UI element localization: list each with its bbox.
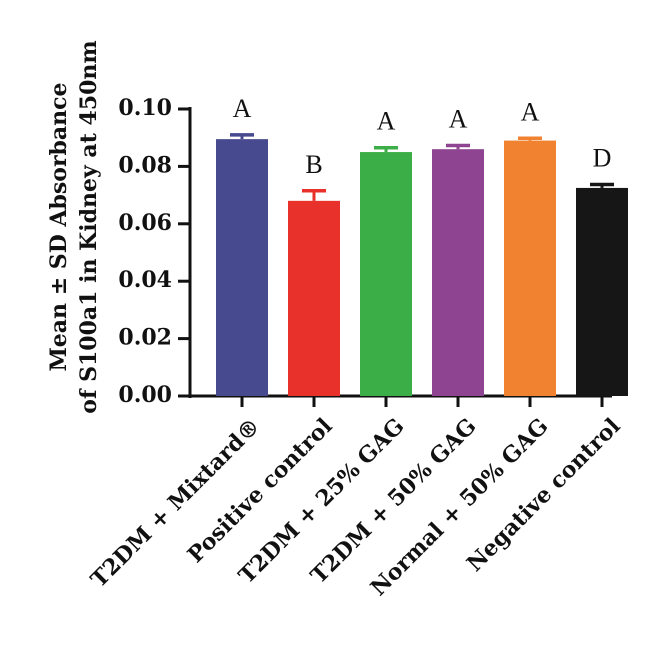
y-tick-label: 0.04 (118, 267, 172, 293)
significance-label: A (233, 94, 252, 123)
significance-label: A (377, 107, 396, 136)
significance-label: D (593, 143, 612, 172)
y-tick-label: 0.02 (118, 325, 172, 351)
bar (504, 140, 556, 396)
bar (288, 200, 340, 396)
bar (576, 187, 628, 396)
y-tick-label: 0.08 (118, 152, 172, 178)
bar (432, 149, 484, 396)
y-axis-title-line-1: Mean ± SD Absorbance (46, 82, 72, 371)
y-axis-title: Mean ± SD Absorbance of S100a1 in Kidney … (46, 40, 102, 413)
significance-label: B (305, 150, 322, 179)
x-axis (188, 394, 612, 407)
bar (216, 139, 268, 396)
y-tick-label: 0.06 (118, 210, 172, 236)
bar (360, 152, 412, 396)
bars: A B A A A D (216, 94, 628, 396)
y-axis-title-line-2: of S100a1 in Kidney at 450nm (76, 40, 102, 413)
y-tick-label: 0.00 (118, 382, 172, 408)
significance-label: A (521, 97, 540, 126)
y-axis: 0.00 0.02 0.04 0.06 0.08 0.10 (118, 95, 192, 408)
significance-label: A (449, 104, 468, 133)
y-tick-label: 0.10 (118, 95, 172, 121)
